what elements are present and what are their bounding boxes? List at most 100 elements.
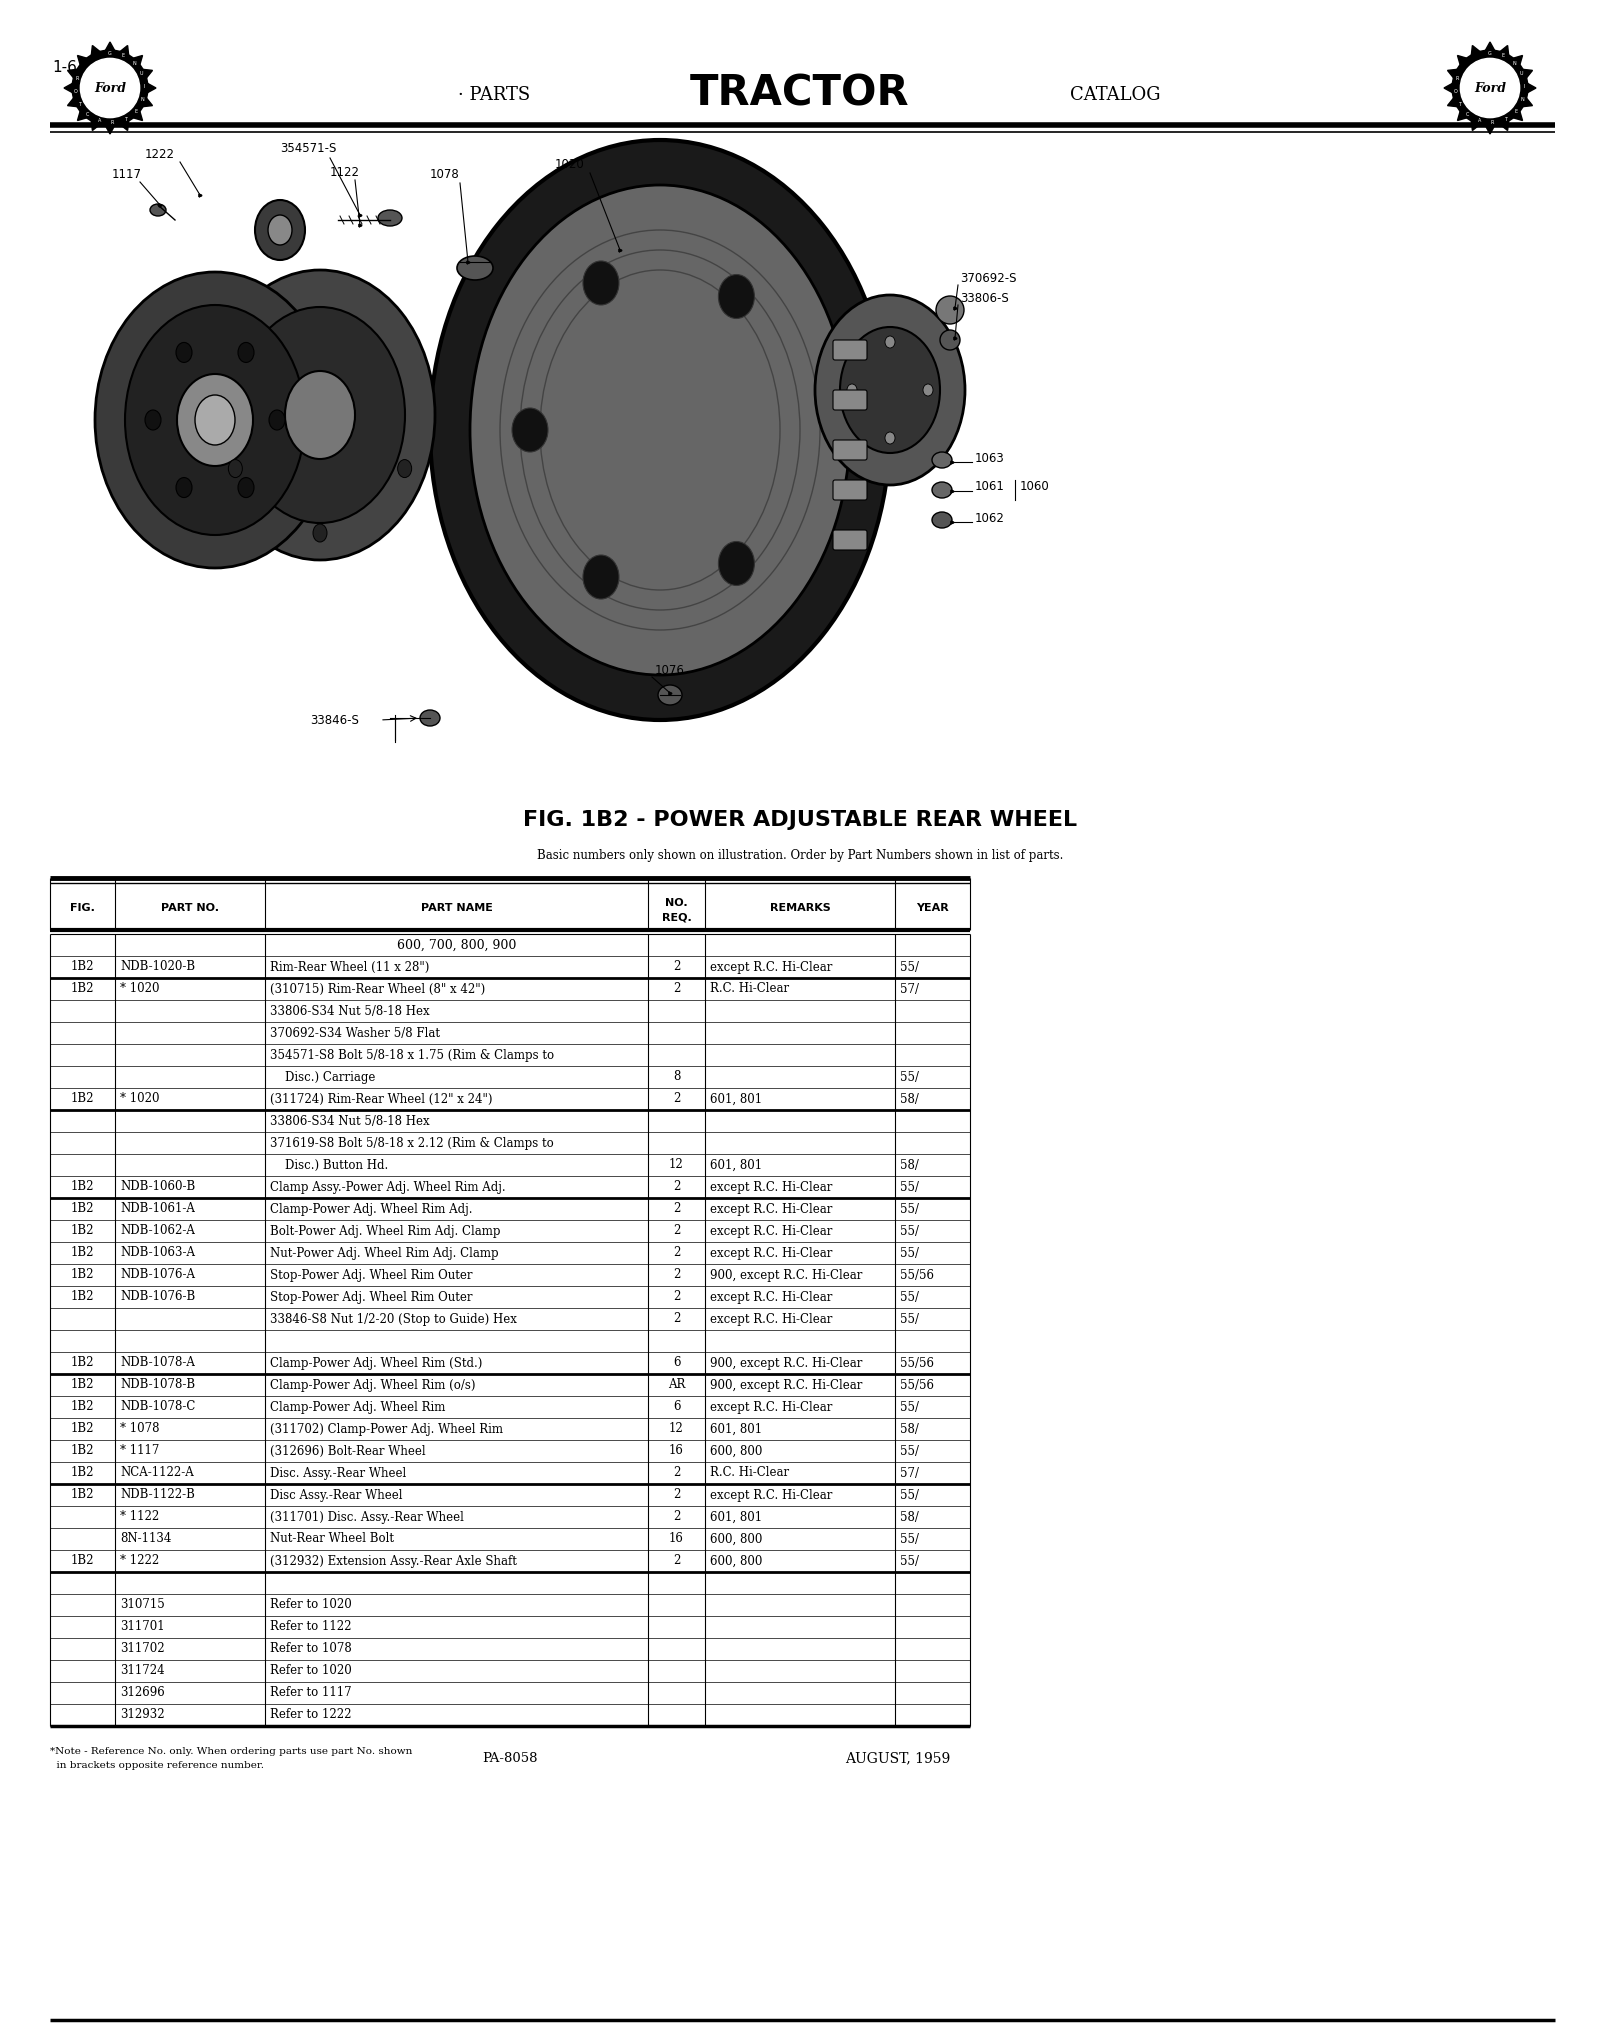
Text: 1B2: 1B2: [70, 1357, 94, 1369]
Text: 58/: 58/: [899, 1511, 918, 1524]
Ellipse shape: [419, 711, 440, 725]
Text: 58/: 58/: [899, 1092, 918, 1106]
Text: 55/: 55/: [899, 1312, 918, 1326]
Text: CATALOG: CATALOG: [1070, 86, 1160, 104]
Polygon shape: [1501, 120, 1509, 130]
Text: Nut-Rear Wheel Bolt: Nut-Rear Wheel Bolt: [270, 1532, 394, 1546]
Text: PART NAME: PART NAME: [421, 902, 493, 913]
Text: 2: 2: [674, 982, 680, 996]
Ellipse shape: [229, 460, 242, 477]
Text: TRACTOR: TRACTOR: [690, 71, 910, 114]
FancyBboxPatch shape: [834, 481, 867, 499]
Text: 354571-S8 Bolt 5/8-18 x 1.75 (Rim & Clamps to: 354571-S8 Bolt 5/8-18 x 1.75 (Rim & Clam…: [270, 1049, 554, 1061]
Text: NO.: NO.: [666, 898, 688, 909]
Ellipse shape: [470, 185, 850, 674]
Text: 2: 2: [674, 1269, 680, 1281]
Polygon shape: [1458, 55, 1467, 65]
Text: Refer to 1020: Refer to 1020: [270, 1664, 352, 1678]
Text: REQ.: REQ.: [662, 913, 691, 923]
Text: NDB-1061-A: NDB-1061-A: [120, 1202, 195, 1216]
Text: NDB-1122-B: NDB-1122-B: [120, 1489, 195, 1501]
Ellipse shape: [846, 385, 858, 395]
Text: 55/56: 55/56: [899, 1357, 934, 1369]
Text: T: T: [1504, 116, 1507, 122]
Text: (312932) Extension Assy.-Rear Axle Shaft: (312932) Extension Assy.-Rear Axle Shaft: [270, 1554, 517, 1568]
Text: NDB-1076-A: NDB-1076-A: [120, 1269, 195, 1281]
Text: 601, 801: 601, 801: [710, 1511, 762, 1524]
Text: 6: 6: [672, 1401, 680, 1414]
Ellipse shape: [458, 257, 493, 279]
Text: 55/: 55/: [899, 1532, 918, 1546]
Text: except R.C. Hi-Clear: except R.C. Hi-Clear: [710, 1401, 832, 1414]
Polygon shape: [1448, 98, 1458, 106]
Text: 12: 12: [669, 1159, 683, 1171]
FancyBboxPatch shape: [834, 530, 867, 550]
Ellipse shape: [718, 275, 755, 318]
Text: 1B2: 1B2: [70, 1247, 94, 1259]
Polygon shape: [1443, 84, 1453, 92]
Ellipse shape: [269, 216, 291, 244]
Polygon shape: [67, 98, 77, 106]
Ellipse shape: [205, 271, 435, 560]
Text: 2: 2: [674, 1511, 680, 1524]
Text: 1063: 1063: [974, 452, 1005, 464]
Ellipse shape: [235, 308, 405, 524]
Text: Refer to 1078: Refer to 1078: [270, 1642, 352, 1656]
Polygon shape: [1485, 43, 1494, 51]
Text: (312696) Bolt-Rear Wheel: (312696) Bolt-Rear Wheel: [270, 1444, 426, 1458]
Text: R: R: [75, 75, 78, 81]
Text: 55/: 55/: [899, 1401, 918, 1414]
Polygon shape: [1501, 45, 1509, 55]
Text: 600, 800: 600, 800: [710, 1554, 762, 1568]
Text: *Note - Reference No. only. When ordering parts use part No. shown: *Note - Reference No. only. When orderin…: [50, 1746, 413, 1756]
Text: 1B2: 1B2: [70, 1401, 94, 1414]
Ellipse shape: [238, 342, 254, 363]
Text: N: N: [141, 98, 144, 102]
Text: 55/: 55/: [899, 1554, 918, 1568]
Ellipse shape: [840, 328, 941, 452]
Text: 55/: 55/: [899, 1291, 918, 1304]
Text: NDB-1078-C: NDB-1078-C: [120, 1401, 195, 1414]
Polygon shape: [133, 112, 142, 120]
Text: (310715) Rim-Rear Wheel (8" x 42"): (310715) Rim-Rear Wheel (8" x 42"): [270, 982, 485, 996]
Text: E: E: [134, 108, 138, 114]
Text: 1B2: 1B2: [70, 1202, 94, 1216]
Ellipse shape: [582, 554, 619, 599]
Text: Disc Assy.-Rear Wheel: Disc Assy.-Rear Wheel: [270, 1489, 403, 1501]
Text: Clamp-Power Adj. Wheel Rim (Std.): Clamp-Power Adj. Wheel Rim (Std.): [270, 1357, 482, 1369]
Ellipse shape: [254, 200, 306, 261]
Polygon shape: [64, 84, 72, 92]
Text: except R.C. Hi-Clear: except R.C. Hi-Clear: [710, 961, 832, 974]
Text: 370692-S34 Washer 5/8 Flat: 370692-S34 Washer 5/8 Flat: [270, 1027, 440, 1039]
Text: 6: 6: [672, 1357, 680, 1369]
Text: * 1020: * 1020: [120, 982, 160, 996]
Text: Refer to 1117: Refer to 1117: [270, 1687, 352, 1699]
Text: 312932: 312932: [120, 1709, 165, 1721]
Polygon shape: [67, 69, 77, 77]
Text: 900, except R.C. Hi-Clear: 900, except R.C. Hi-Clear: [710, 1379, 862, 1391]
FancyBboxPatch shape: [834, 440, 867, 460]
Text: 55/: 55/: [899, 1071, 918, 1084]
Polygon shape: [147, 84, 157, 92]
Ellipse shape: [931, 511, 952, 528]
Ellipse shape: [430, 141, 890, 719]
Text: 1060: 1060: [1021, 481, 1050, 493]
Text: PA-8058: PA-8058: [482, 1752, 538, 1764]
Text: Stop-Power Adj. Wheel Rim Outer: Stop-Power Adj. Wheel Rim Outer: [270, 1269, 472, 1281]
Text: 55/: 55/: [899, 1224, 918, 1238]
Text: 2: 2: [674, 1247, 680, 1259]
Text: 1B2: 1B2: [70, 1181, 94, 1194]
Text: 1117: 1117: [112, 169, 142, 181]
Text: (311701) Disc. Assy.-Rear Wheel: (311701) Disc. Assy.-Rear Wheel: [270, 1511, 464, 1524]
Text: 900, except R.C. Hi-Clear: 900, except R.C. Hi-Clear: [710, 1357, 862, 1369]
Text: 371619-S8 Bolt 5/8-18 x 2.12 (Rim & Clamps to: 371619-S8 Bolt 5/8-18 x 2.12 (Rim & Clam…: [270, 1137, 554, 1149]
Text: U: U: [139, 71, 144, 77]
Text: 55/: 55/: [899, 1181, 918, 1194]
Ellipse shape: [885, 336, 894, 348]
Text: except R.C. Hi-Clear: except R.C. Hi-Clear: [710, 1247, 832, 1259]
Text: 2: 2: [674, 1467, 680, 1479]
Text: R: R: [1491, 120, 1494, 124]
Ellipse shape: [238, 477, 254, 497]
Text: AR: AR: [667, 1379, 685, 1391]
Text: Clamp-Power Adj. Wheel Rim Adj.: Clamp-Power Adj. Wheel Rim Adj.: [270, 1202, 472, 1216]
